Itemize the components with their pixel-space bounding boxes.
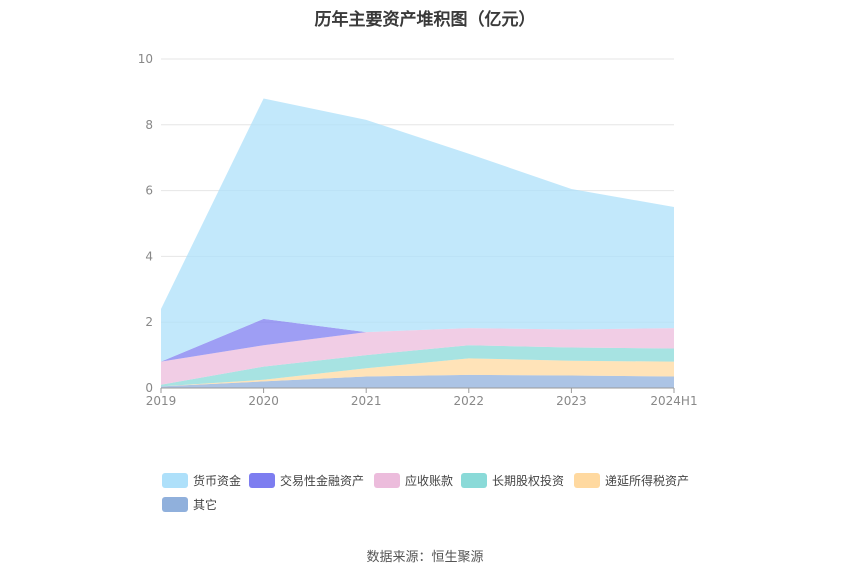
x-tick-label: 2024H1: [650, 394, 697, 408]
y-tick-label: 6: [145, 184, 153, 198]
x-tick-label: 2021: [351, 394, 382, 408]
data-source: 数据来源：恒生聚源: [366, 550, 484, 565]
legend-swatch: [162, 473, 188, 488]
legend-label: 长期股权投资: [492, 474, 565, 488]
x-tick-label: 2019: [146, 394, 177, 408]
legend-item[interactable]: 应收账款: [374, 472, 453, 489]
legend-swatch: [162, 497, 188, 512]
legend-item[interactable]: 递延所得税资产: [574, 472, 689, 489]
legend-label: 交易性金融资产: [280, 474, 365, 488]
y-tick-label: 10: [138, 52, 153, 66]
x-tick-label: 2023: [556, 394, 587, 408]
y-tick-label: 8: [145, 118, 153, 132]
area-series-5: [161, 98, 674, 362]
legend-label: 递延所得税资产: [605, 474, 690, 488]
legend-item[interactable]: 货币资金: [162, 472, 241, 489]
legend-label: 其它: [193, 498, 218, 512]
area-series-4: [161, 318, 674, 362]
legend-item[interactable]: 其它: [162, 496, 217, 513]
legend-item[interactable]: 交易性金融资产: [249, 472, 364, 489]
x-tick-label: 2022: [454, 394, 485, 408]
legend-item[interactable]: 长期股权投资: [461, 472, 564, 489]
legend-swatch: [374, 473, 400, 488]
area-series-1: [161, 358, 674, 387]
y-tick-label: 2: [145, 315, 153, 329]
legend-swatch: [461, 473, 487, 488]
y-tick-label: 0: [145, 381, 153, 395]
legend-label: 应收账款: [405, 474, 454, 488]
chart-title: 历年主要资产堆积图（亿元）: [314, 10, 536, 30]
y-tick-label: 4: [145, 249, 153, 263]
area-series-2: [161, 345, 674, 387]
legend-swatch: [574, 473, 600, 488]
area-series-0: [161, 374, 674, 388]
legend-swatch: [249, 473, 275, 488]
x-tick-label: 2020: [248, 394, 279, 408]
area-series-3: [161, 328, 674, 385]
legend-label: 货币资金: [193, 474, 242, 488]
stacked-area-chart: 0 2 4 6 8 10 2019 2020 2021 2022 2023 2024H1: [138, 52, 698, 408]
